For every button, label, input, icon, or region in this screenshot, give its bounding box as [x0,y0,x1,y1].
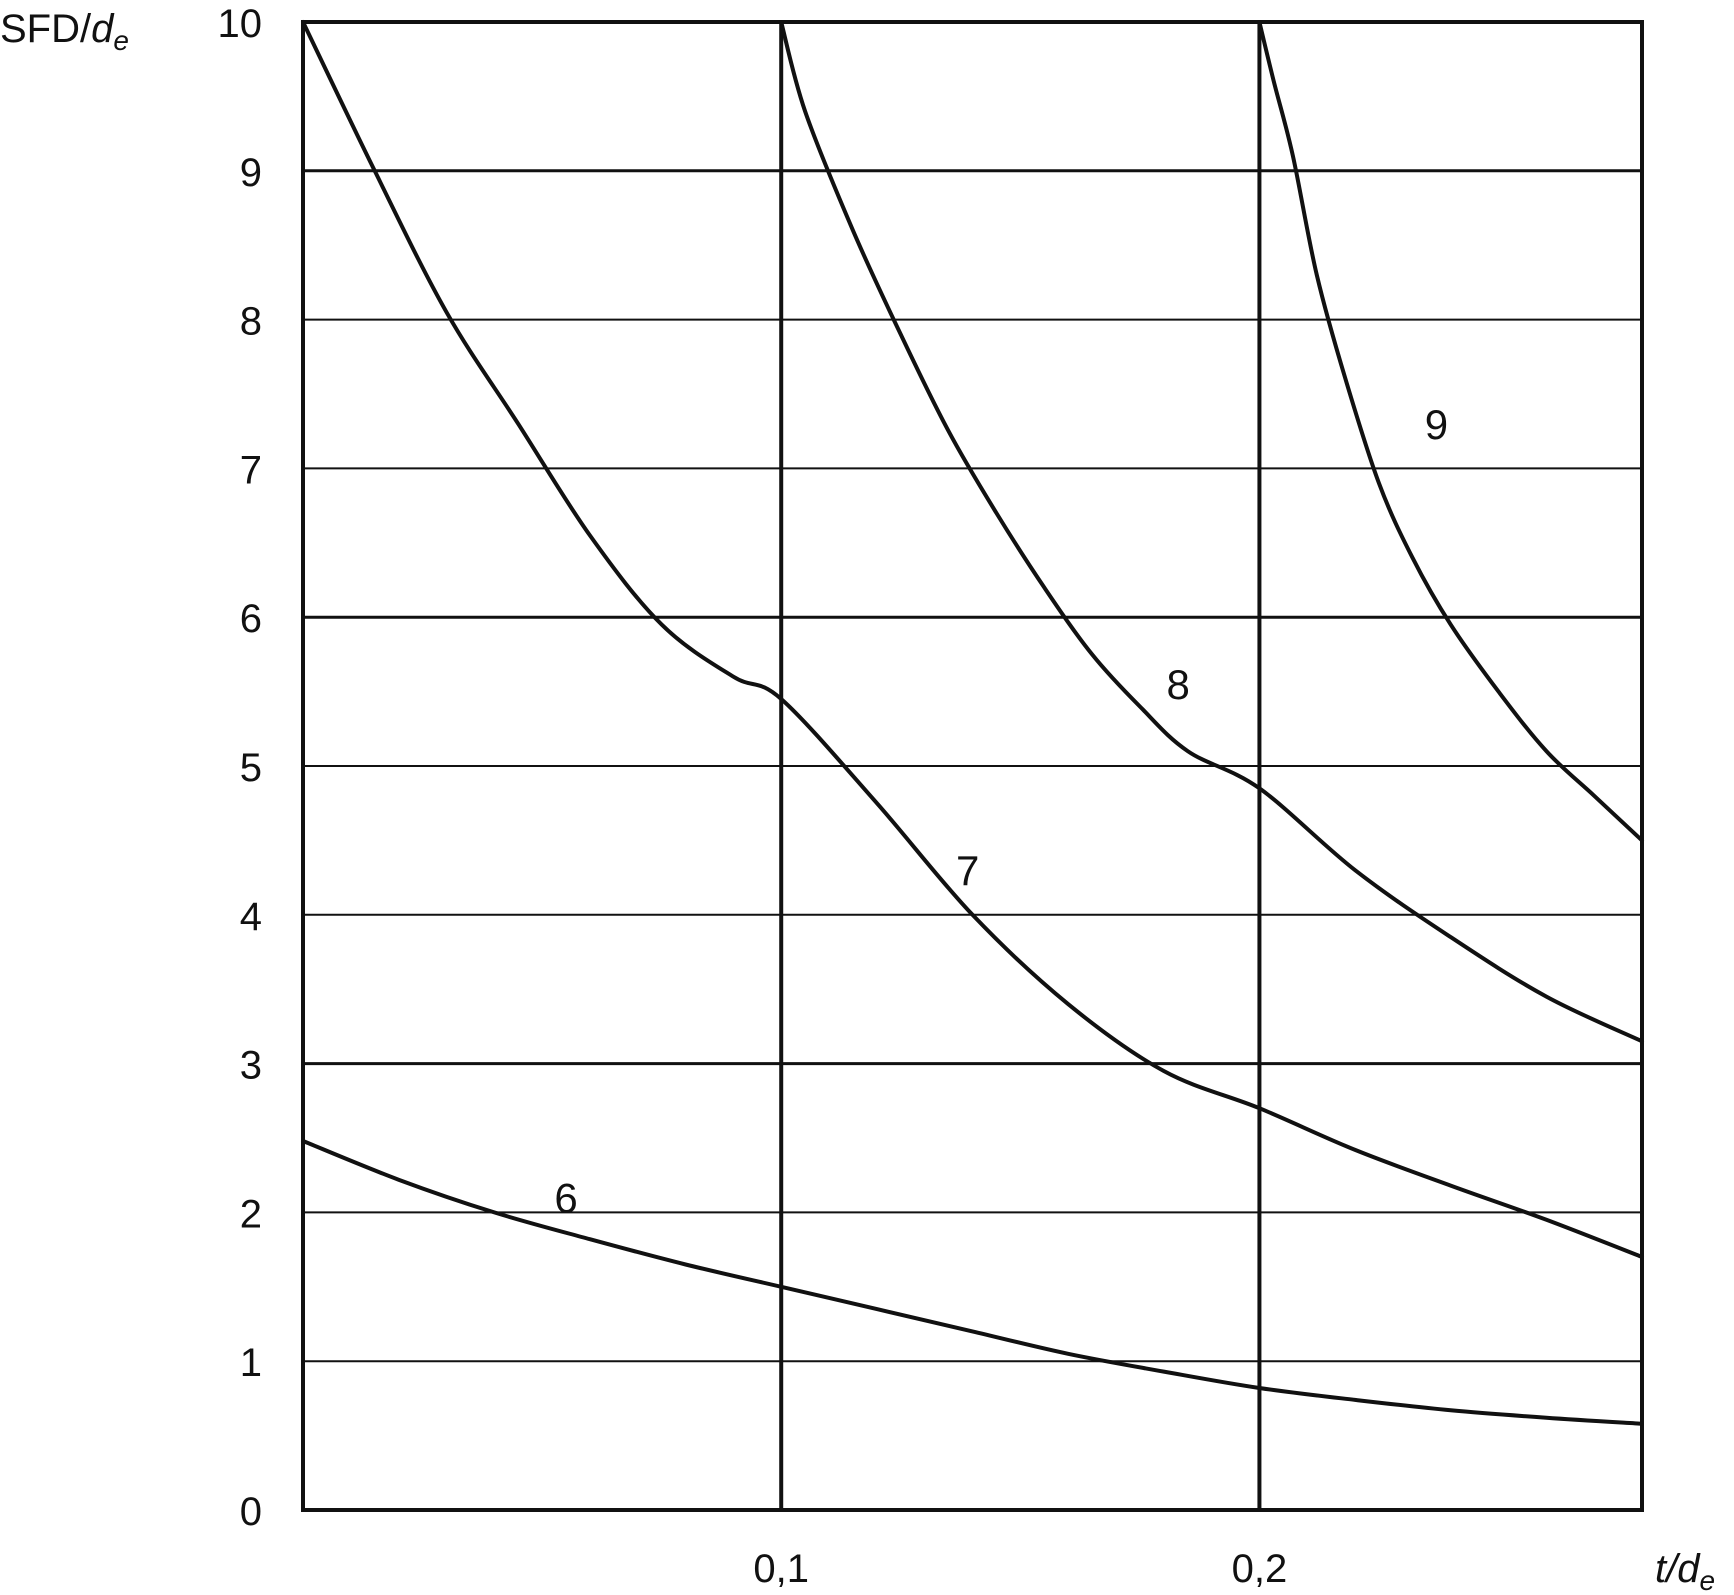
x-axis-title-main: t/d [1655,1547,1701,1591]
series-line-8 [779,20,1644,1044]
y-tick-label: 6 [240,597,262,641]
tick-layer: 0 1 2 3 4 5 6 7 8 9 10 0,1 0,2 [218,2,1288,1591]
y-axis-title-sub: e [113,25,129,56]
y-tick-label: 5 [240,746,262,790]
y-tick-label: 7 [240,448,262,492]
series-label-7: 7 [956,847,979,894]
y-axis-title-italic: d [91,7,115,51]
series-line-6 [301,1139,1644,1426]
x-axis-title-sub: e [1699,1565,1715,1595]
series-label-9: 9 [1425,401,1448,448]
series-label-8: 8 [1166,661,1189,708]
series-label-layer: 6 7 8 9 [554,401,1448,1222]
y-axis-title: SFD/de [0,7,129,56]
y-tick-label: 2 [240,1192,262,1236]
y-tick-label: 4 [240,895,262,939]
x-tick-label: 0,1 [753,1547,809,1591]
series-line-9 [1257,20,1644,843]
y-tick-label: 10 [218,2,263,46]
y-tick-label: 9 [240,151,262,195]
series-layer [301,20,1644,1426]
y-tick-label: 1 [240,1341,262,1385]
x-tick-label: 0,2 [1232,1547,1288,1591]
y-axis-title-main: SFD/ [0,7,92,51]
series-line-7 [301,20,1644,1259]
series-label-6: 6 [554,1175,577,1222]
y-tick-label: 8 [240,300,262,344]
y-tick-label: 0 [240,1490,262,1534]
y-tick-label: 3 [240,1044,262,1088]
x-axis-title: t/de [1655,1547,1715,1595]
grid-layer [301,20,1644,1512]
